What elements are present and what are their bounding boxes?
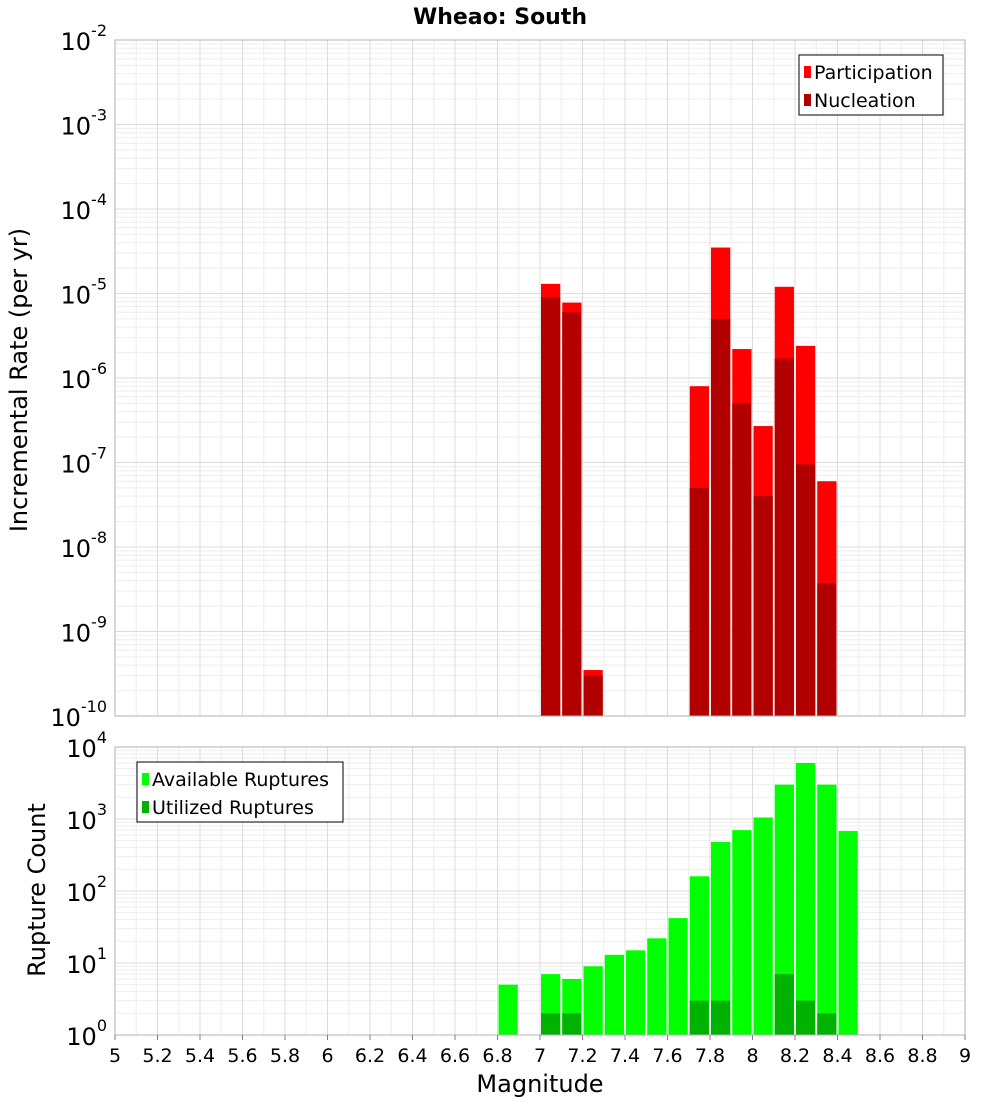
bar — [689, 487, 709, 716]
bar — [732, 830, 752, 1035]
legend-swatch — [142, 801, 149, 813]
legend: Available Ruptures Utilized Ruptures — [136, 761, 344, 823]
x-tick-label: 7.8 — [695, 1045, 725, 1067]
legend-swatch — [804, 94, 811, 106]
bar — [774, 784, 794, 1035]
legend-label: Participation — [814, 62, 933, 84]
top-plot-area: 10-10 10-9 10-8 10-7 10-6 10-5 10-4 10-3 10-2 Par… — [50, 21, 966, 732]
bar — [711, 1000, 731, 1035]
x-tick-label: 7.4 — [610, 1045, 640, 1067]
y-tick-label: 10-7 — [61, 444, 108, 479]
bar — [732, 403, 752, 716]
x-axis-label: Magnitude — [476, 1070, 603, 1098]
y-tick-label: 103 — [66, 800, 107, 835]
y-tick-label: 100 — [66, 1016, 107, 1051]
bar — [647, 938, 667, 1035]
legend: Participation Nucleation — [798, 54, 944, 116]
legend-label: Utilized Ruptures — [152, 797, 314, 819]
y-tick-label: 10-3 — [61, 106, 108, 141]
bar — [817, 784, 837, 1035]
y-tick-label: 10-5 — [61, 275, 108, 310]
legend-box — [136, 761, 344, 823]
bar — [668, 918, 688, 1035]
series-1-bars — [498, 762, 858, 1035]
bar — [498, 984, 518, 1035]
x-tick-label: 8.6 — [865, 1045, 895, 1067]
bar — [796, 464, 816, 716]
x-tick-label: 8.2 — [780, 1045, 810, 1067]
bar — [583, 675, 603, 716]
bar — [541, 1013, 561, 1035]
legend-swatch — [142, 773, 149, 785]
top-y-axis-label: Incremental Rate (per yr) — [5, 228, 33, 532]
x-tick-label: 5.2 — [142, 1045, 172, 1067]
series-2-bars — [541, 974, 837, 1035]
x-tick-label: 9 — [959, 1045, 971, 1067]
bottom-y-axis-label: Rupture Count — [23, 803, 51, 977]
bottom-plot-area: 100 101 102 103 104 5 5.2 5.4 5.6 5.8 6 6.2 6.4 6.6 6.… — [66, 728, 971, 1067]
bar — [774, 358, 794, 716]
plot-frame — [114, 39, 966, 717]
x-tick-label: 8.4 — [822, 1045, 852, 1067]
x-tick-label: 5.4 — [185, 1045, 215, 1067]
bar — [689, 1000, 709, 1035]
y-tick-label: 10-9 — [61, 613, 108, 648]
x-tick-label: 5.8 — [270, 1045, 300, 1067]
y-tick-label: 10-2 — [61, 21, 108, 56]
bar — [626, 950, 646, 1035]
y-tick-label: 10-4 — [61, 190, 108, 225]
legend-label: Nucleation — [814, 90, 916, 112]
bar — [711, 318, 731, 716]
x-tick-label: 5 — [109, 1045, 121, 1067]
x-tick-label: 7.2 — [567, 1045, 597, 1067]
legend-box — [798, 54, 944, 116]
y-tick-label: 104 — [66, 728, 107, 763]
legend-swatch — [804, 66, 811, 78]
x-tick-label: 5.6 — [227, 1045, 257, 1067]
grid-lines — [114, 39, 966, 717]
x-tick-label: 8.8 — [907, 1045, 937, 1067]
bar — [796, 1000, 816, 1035]
bar — [562, 1013, 582, 1035]
bar — [711, 841, 731, 1035]
bar — [753, 817, 773, 1035]
bar — [541, 297, 561, 716]
bar — [583, 966, 603, 1035]
x-tick-label: 6.8 — [482, 1045, 512, 1067]
y-tick-label: 10-10 — [50, 697, 107, 732]
x-tick-label: 6.4 — [397, 1045, 427, 1067]
bar — [796, 762, 816, 1035]
bar — [817, 583, 837, 716]
bar — [604, 954, 624, 1035]
x-tick-label: 8 — [746, 1045, 758, 1067]
bar — [753, 496, 773, 716]
bar — [817, 1013, 837, 1035]
x-tick-label: 7 — [534, 1045, 546, 1067]
y-tick-label: 101 — [66, 944, 107, 979]
y-tick-label: 10-8 — [61, 528, 108, 563]
series-2-bars — [541, 297, 837, 716]
bar — [689, 876, 709, 1035]
x-tick-label: 7.6 — [652, 1045, 682, 1067]
y-tick-label: 102 — [66, 872, 107, 907]
legend-label: Available Ruptures — [152, 769, 329, 791]
x-tick-label: 6.2 — [355, 1045, 385, 1067]
y-tick-label: 10-6 — [61, 359, 108, 394]
x-tick-label: 6 — [321, 1045, 333, 1067]
bar — [774, 974, 794, 1035]
x-tick-label: 6.6 — [440, 1045, 470, 1067]
bar — [838, 831, 858, 1035]
bar — [562, 312, 582, 716]
chart-title: Wheao: South — [413, 5, 587, 30]
